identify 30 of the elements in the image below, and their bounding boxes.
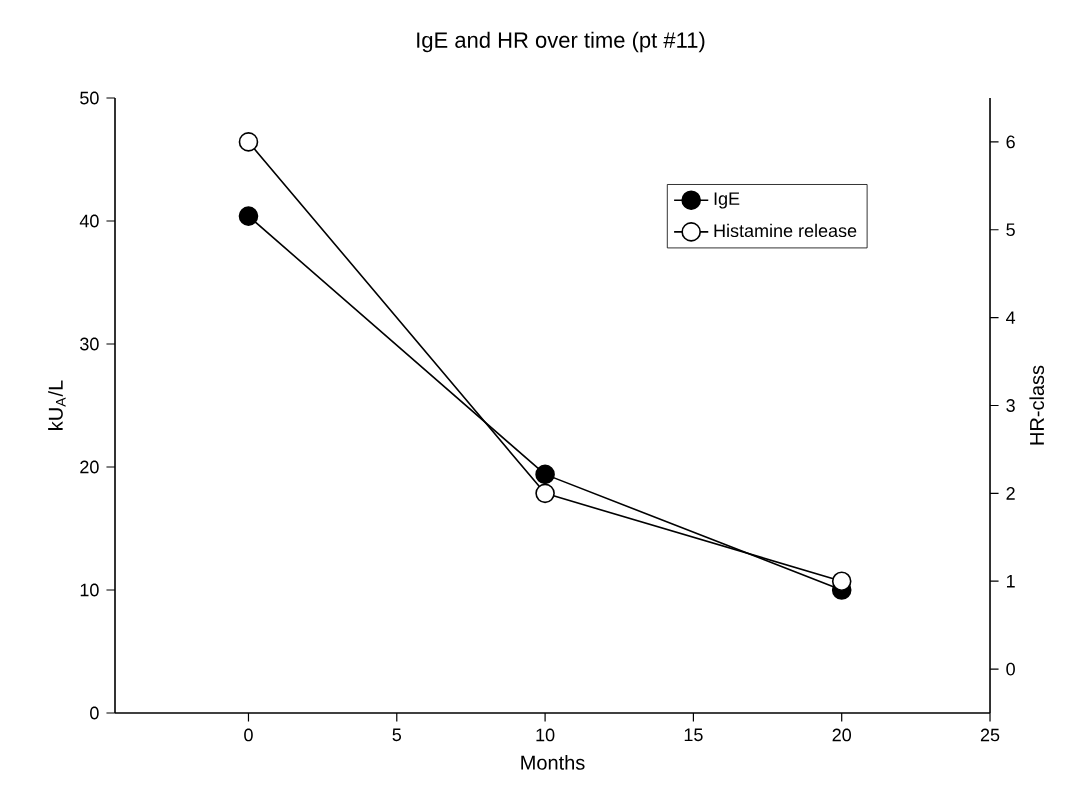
y-axis-title: kU$_{A}$/L — [48, 380, 66, 430]
y-tick-label: 50 — [80, 91, 99, 105]
y2-tick-label: 6 — [1006, 135, 1015, 149]
point — [535, 464, 555, 485]
point — [238, 206, 259, 226]
y-tick-label: 30 — [80, 337, 99, 351]
point — [535, 483, 555, 504]
y2-axis-title: HR-class — [1029, 365, 1045, 445]
x-tick-label: 5 — [392, 728, 402, 742]
x-tick-label: 20 — [832, 728, 852, 742]
y2-tick-label: 5 — [1006, 223, 1015, 237]
y2-tick-label: 3 — [1006, 399, 1015, 412]
y-tick-label: 0 — [90, 706, 99, 720]
x-axis-title: Months — [521, 755, 585, 770]
x-tick-label: 25 — [980, 728, 1000, 742]
x-tick-label: 0 — [244, 728, 253, 742]
y-tick-label: 20 — [80, 460, 99, 474]
y-tick-label: 40 — [79, 214, 99, 228]
y-tick-label: 10 — [80, 583, 99, 597]
chart-title: IgE and HR over time (pt #11) — [417, 31, 705, 53]
point — [238, 132, 259, 152]
x-tick-label: 15 — [684, 728, 703, 742]
point — [831, 571, 852, 592]
y2-tick-label: 1 — [1007, 575, 1015, 588]
legend-label: IgE — [714, 192, 740, 209]
y2-tick-label: 4 — [1006, 311, 1016, 324]
y2-tick-label: 2 — [1006, 487, 1015, 500]
legend-label: Histamine release — [714, 223, 857, 238]
x-tick-label: 10 — [536, 728, 555, 742]
y2-tick-label: 0 — [1006, 662, 1015, 676]
